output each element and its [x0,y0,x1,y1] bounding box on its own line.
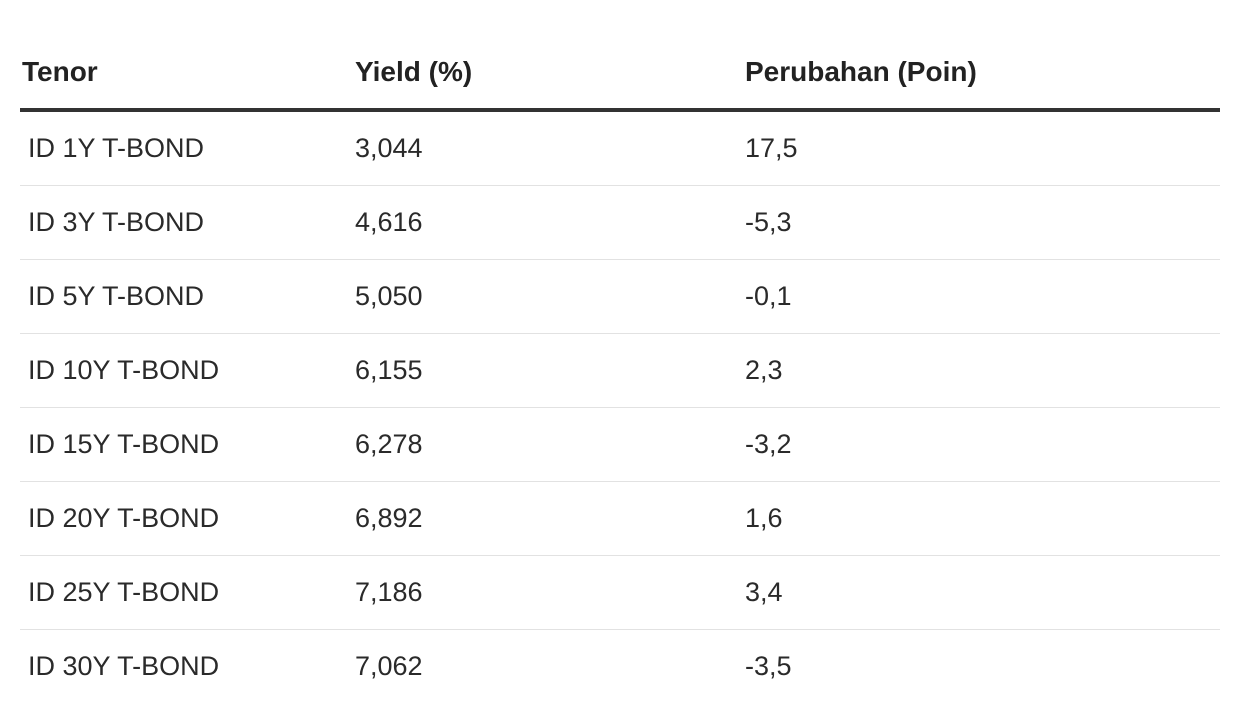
header-tenor: Tenor [20,36,355,112]
cell-change: 2,3 [745,333,1220,408]
header-row: Tenor Yield (%) Perubahan (Poin) [20,36,1220,112]
cell-change: -3,2 [745,407,1220,482]
table-row: ID 5Y T-BOND 5,050 -0,1 [20,259,1220,334]
cell-tenor: ID 1Y T-BOND [20,110,355,186]
cell-change: 1,6 [745,481,1220,556]
table-header: Tenor Yield (%) Perubahan (Poin) [20,36,1220,112]
cell-yield: 3,044 [355,110,745,186]
cell-change: -0,1 [745,259,1220,334]
cell-tenor: ID 3Y T-BOND [20,185,355,260]
table-row: ID 15Y T-BOND 6,278 -3,2 [20,407,1220,482]
table-row: ID 20Y T-BOND 6,892 1,6 [20,481,1220,556]
cell-yield: 6,155 [355,333,745,408]
cell-yield: 6,278 [355,407,745,482]
cell-change: 3,4 [745,555,1220,630]
bond-yield-table-container: Tenor Yield (%) Perubahan (Poin) ID 1Y T… [20,36,1220,703]
cell-yield: 7,186 [355,555,745,630]
cell-tenor: ID 30Y T-BOND [28,651,220,681]
table-body: ID 1Y T-BOND 3,044 17,5 ID 3Y T-BOND 4,6… [20,110,1220,703]
cell-change: -5,3 [745,185,1220,260]
cell-yield: 4,616 [355,185,745,260]
cell-change: 17,5 [745,110,1220,186]
table-row: ID 3Y T-BOND 4,616 -5,3 [20,185,1220,260]
cell-change: -3,5 [745,651,792,681]
header-yield: Yield (%) [355,36,745,112]
bond-yield-table: Tenor Yield (%) Perubahan (Poin) ID 1Y T… [20,36,1220,703]
cell-tenor: ID 15Y T-BOND [20,407,355,482]
cell-yield: 5,050 [355,259,745,334]
cell-yield: 6,892 [355,481,745,556]
table-row: ID 30Y T-BOND 7,062 -3,5 [20,630,1220,704]
cell-tenor: ID 20Y T-BOND [20,481,355,556]
table-row: ID 10Y T-BOND 6,155 2,3 [20,333,1220,408]
table-row: ID 1Y T-BOND 3,044 17,5 [20,110,1220,186]
cell-tenor: ID 25Y T-BOND [20,555,355,630]
cell-yield: 7,062 [355,651,423,681]
header-change: Perubahan (Poin) [745,36,1220,112]
table-row: ID 25Y T-BOND 7,186 3,4 [20,555,1220,630]
cell-tenor: ID 10Y T-BOND [20,333,355,408]
cell-tenor: ID 5Y T-BOND [20,259,355,334]
